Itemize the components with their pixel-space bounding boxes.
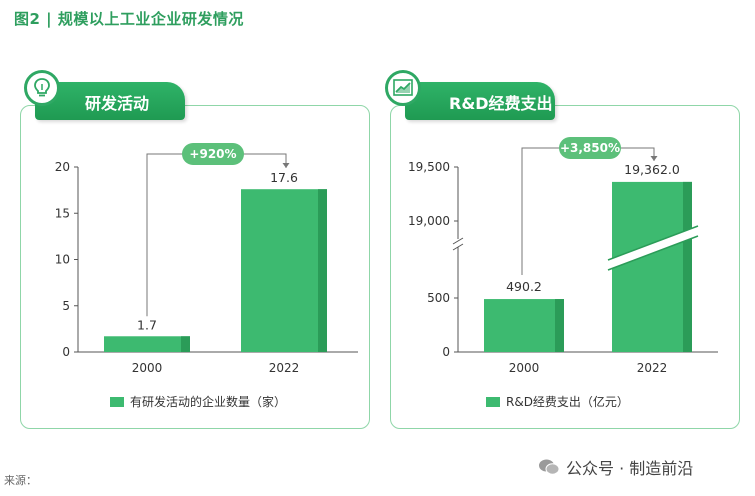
- y-tick-label: 0: [442, 345, 450, 359]
- bar-2000: [104, 336, 190, 352]
- bar-2022: [241, 189, 327, 352]
- legend-rd-expenditure: R&D经费支出（亿元）: [486, 393, 629, 410]
- y-tick-label: 15: [55, 206, 70, 220]
- y-tick-label: 19,000: [408, 214, 450, 228]
- y-tick-label: 5: [62, 299, 70, 313]
- line-chart-icon: [385, 70, 421, 106]
- x-tick-label: 2022: [637, 361, 668, 375]
- x-tick-label: 2000: [132, 361, 163, 375]
- source-note: 来源：: [4, 474, 37, 487]
- legend-label: 有研发活动的企业数量（家）: [130, 395, 287, 409]
- panel-header-label: R&D经费支出: [449, 94, 553, 113]
- panel-header-rd-activity: 研发活动: [35, 82, 185, 120]
- data-label: 1.7: [137, 317, 157, 332]
- bar-2000: [484, 299, 564, 352]
- y-tick-label: 0: [62, 345, 70, 359]
- panel-header-label: 研发活动: [85, 94, 150, 113]
- data-label: 19,362.0: [624, 162, 680, 177]
- x-tick-label: 2000: [509, 361, 540, 375]
- bar-2022-shade: [318, 189, 327, 352]
- y-tick-label: 19,500: [408, 160, 450, 174]
- watermark-text: 公众号 · 制造前沿: [566, 459, 694, 478]
- legend-swatch: [110, 396, 124, 407]
- y-tick-label: 500: [427, 291, 450, 305]
- x-tick-label: 2022: [269, 361, 300, 375]
- y-tick-label: 20: [55, 160, 70, 174]
- data-label: 490.2: [506, 279, 542, 294]
- wechat-icon: [539, 459, 560, 475]
- bar-break-line: [607, 235, 699, 271]
- lightbulb-icon: [24, 70, 60, 106]
- axis-break-mark: [452, 237, 464, 245]
- y-tick-label: 10: [55, 253, 70, 267]
- bar-break-line: [607, 225, 699, 261]
- axis-break-mark: [452, 243, 464, 251]
- growth-pill: [559, 137, 621, 159]
- growth-pill-label: +3,850%: [560, 141, 620, 155]
- bar-break-gap: [608, 226, 698, 270]
- data-label: 17.6: [270, 170, 298, 185]
- figure-title: 图2 | 规模以上工业企业研发情况: [14, 10, 244, 28]
- legend-label: R&D经费支出（亿元）: [506, 395, 629, 409]
- bar-2000-shade: [555, 299, 564, 352]
- growth-connector-head: [650, 156, 658, 161]
- watermark: 公众号 · 制造前沿: [538, 455, 693, 479]
- bar-2022: [612, 181, 692, 352]
- panel-header-rd-expenditure: R&D经费支出: [405, 82, 555, 120]
- growth-connector-head: [282, 163, 290, 168]
- growth-pill-label: +920%: [189, 147, 236, 161]
- legend-swatch: [486, 396, 500, 407]
- bar-2000-shade: [181, 336, 190, 352]
- growth-pill: [182, 143, 244, 165]
- bar-2022-shade: [683, 181, 692, 352]
- legend-rd-activity: 有研发活动的企业数量（家）: [110, 393, 286, 410]
